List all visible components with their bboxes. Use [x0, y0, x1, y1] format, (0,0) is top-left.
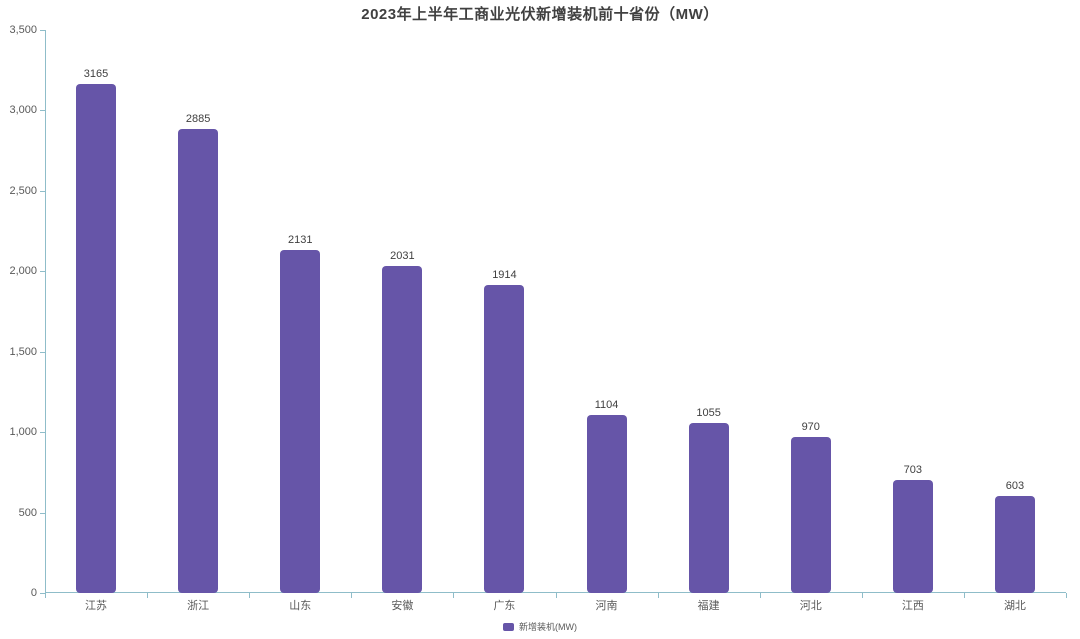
x-axis-tick [555, 593, 557, 598]
y-axis-tick [40, 512, 45, 514]
bar-value-label: 1104 [594, 399, 619, 412]
x-category-label: 浙江 [187, 600, 210, 612]
bar-江西 [892, 479, 933, 593]
bar-value-label: 970 [801, 420, 820, 433]
x-axis-tick [1066, 593, 1067, 598]
x-category-label: 广东 [493, 600, 516, 612]
x-category-label: 山东 [289, 600, 312, 612]
x-category-label: 湖北 [1003, 600, 1026, 612]
x-axis-tick [453, 593, 455, 598]
x-axis-tick [861, 593, 863, 598]
x-category-label: 河南 [595, 600, 618, 612]
bar-河北 [790, 436, 831, 593]
y-tick-label: 3,500 [9, 24, 37, 36]
bar-value-label: 3165 [83, 67, 109, 80]
y-axis-tick [40, 110, 45, 112]
bar-value-label: 1055 [696, 407, 721, 420]
bar-value-label: 703 [903, 463, 923, 476]
y-tick-label: 1,000 [9, 426, 37, 439]
y-axis [45, 30, 46, 593]
y-tick-label: 2,500 [9, 184, 37, 197]
chart-title: 2023年上半年工商业光伏新增装机前十省份（MW） [361, 6, 719, 23]
bar-value-label: 2885 [185, 112, 211, 125]
y-tick-label: 2,000 [9, 265, 37, 278]
x-category-label: 江西 [901, 600, 924, 612]
x-category-label: 河北 [799, 600, 822, 612]
x-axis-tick [45, 593, 46, 598]
bar-value-label: 2131 [288, 234, 313, 247]
legend: 新增装机(MW) [0, 620, 1080, 633]
bar-安徽 [382, 266, 423, 593]
y-tick-label: 500 [18, 506, 37, 519]
bar-广东 [484, 285, 525, 593]
x-axis-tick [249, 593, 251, 598]
bar-江苏 [76, 83, 117, 593]
x-axis [45, 592, 1066, 593]
legend-swatch-icon [503, 622, 514, 631]
x-category-label: 福建 [697, 600, 720, 612]
y-axis-tick [40, 351, 45, 353]
x-axis-tick [657, 593, 659, 598]
bar-value-label: 1914 [492, 269, 517, 282]
y-axis-tick [40, 190, 45, 192]
legend-label: 新增装机(MW) [519, 622, 577, 632]
bar-浙江 [178, 128, 219, 593]
x-category-label: 江苏 [85, 600, 108, 612]
y-tick-label: 0 [30, 587, 37, 599]
bar-湖北 [994, 496, 1035, 593]
bar-福建 [688, 423, 729, 593]
y-axis-tick [40, 593, 45, 594]
bar-value-label: 2031 [390, 250, 415, 263]
x-axis-tick [963, 593, 965, 598]
plot-area: 0 500 1,000 1,500 2,000 2,500 3,000 3,500 3165 江苏… [9, 24, 1067, 612]
x-axis-tick [351, 593, 353, 598]
y-axis-tick [40, 432, 45, 434]
y-axis-tick [40, 30, 45, 31]
y-tick-label: 3,000 [9, 104, 37, 117]
y-axis-tick [40, 271, 45, 273]
y-tick-label: 1,500 [9, 345, 37, 358]
x-category-label: 安徽 [391, 600, 414, 612]
bar-value-label: 603 [1005, 480, 1025, 492]
bar-河南 [586, 415, 627, 593]
x-axis-tick [759, 593, 761, 598]
bar-山东 [280, 250, 321, 593]
x-axis-tick [147, 593, 149, 598]
